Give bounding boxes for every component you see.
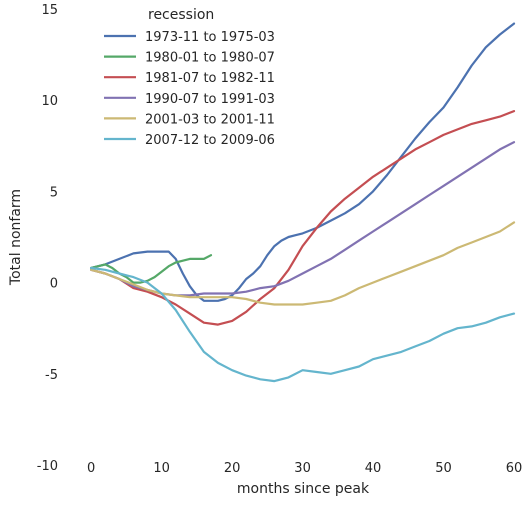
y-axis-ticks: -10 -5 0 5 10 15 [37, 3, 58, 474]
x-axis-label: months since peak [237, 481, 370, 497]
legend-title: recession [148, 7, 214, 23]
y-tick-label: -10 [37, 459, 58, 474]
x-tick-label: 30 [294, 461, 311, 476]
y-axis-label: Total nonfarm [8, 189, 24, 286]
series-lines [89, 22, 516, 383]
x-tick-label: 50 [435, 461, 452, 476]
legend-label: 1973-11 to 1975-03 [145, 30, 275, 45]
legend-label: 1980-01 to 1980-07 [145, 51, 275, 66]
legend-items: 1973-11 to 1975-03 1980-01 to 1980-07 1981… [104, 30, 275, 148]
x-axis-ticks: 0 10 20 30 40 50 60 [87, 461, 522, 476]
legend-label: 1981-07 to 1982-11 [145, 71, 275, 86]
series-line-3 [89, 141, 516, 297]
series-line-0 [89, 22, 516, 302]
legend-label: 2007-12 to 2009-06 [145, 133, 275, 148]
series-line-4 [89, 221, 516, 306]
x-tick-label: 20 [224, 461, 241, 476]
y-tick-label: 15 [41, 3, 58, 18]
x-tick-label: 0 [87, 461, 95, 476]
y-tick-label: -5 [45, 368, 58, 383]
legend: recession 1973-11 to 1975-03 1980-01 to 1… [104, 7, 275, 148]
series-line-5 [89, 266, 516, 383]
x-tick-label: 10 [153, 461, 170, 476]
series-line-2 [89, 109, 516, 326]
x-tick-label: 40 [365, 461, 382, 476]
x-tick-label: 60 [506, 461, 522, 476]
legend-label: 2001-03 to 2001-11 [145, 112, 275, 127]
y-tick-label: 10 [41, 94, 58, 109]
y-tick-label: 0 [50, 277, 58, 292]
y-tick-label: 5 [50, 185, 58, 200]
legend-label: 1990-07 to 1991-03 [145, 92, 275, 107]
series-line-1 [89, 254, 213, 284]
